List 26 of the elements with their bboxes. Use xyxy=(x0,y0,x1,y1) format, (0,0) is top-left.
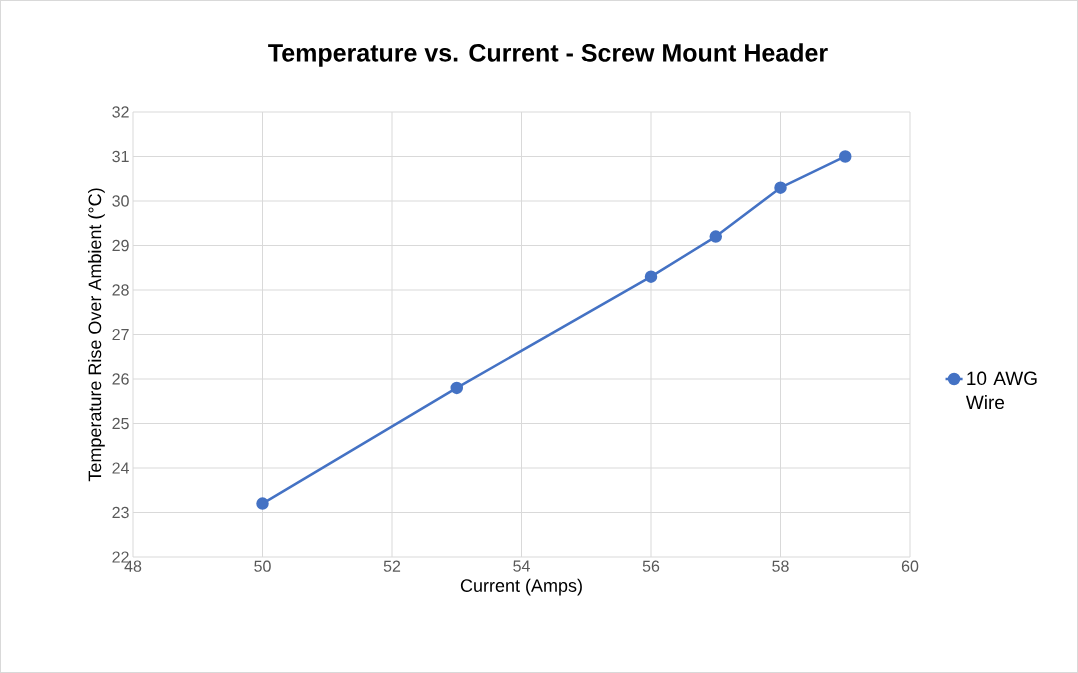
x-tick-label: 56 xyxy=(642,560,660,572)
legend-label: 10 AWG Wire xyxy=(965,371,1037,410)
x-tick-label: 52 xyxy=(383,560,401,572)
y-tick-label: 27 xyxy=(112,328,129,341)
point xyxy=(709,230,723,243)
point xyxy=(256,497,269,510)
y-tick-label: 26 xyxy=(112,373,129,385)
y-tick-label: 23 xyxy=(112,506,129,519)
y-tick-label: 30 xyxy=(112,195,129,207)
y-tick-label: 24 xyxy=(112,462,129,474)
point xyxy=(644,270,658,283)
point xyxy=(839,150,852,163)
x-tick-label: 60 xyxy=(901,560,919,572)
y-tick-label: 25 xyxy=(112,417,129,430)
point xyxy=(450,381,464,395)
y-tick-label: 28 xyxy=(112,284,129,296)
y-tick-label: 31 xyxy=(112,150,129,163)
x-tick-label: 54 xyxy=(513,560,530,572)
x-axis-title: Current (Amps) xyxy=(460,578,582,596)
y-tick-label: 32 xyxy=(112,106,129,118)
y-axis-title: Temperature Rise Over Ambient (°C) xyxy=(88,188,105,482)
chart-title: Temperature vs. Current - Screw Mount Header xyxy=(268,43,828,67)
x-tick-label: 58 xyxy=(772,560,789,572)
x-tick-label: 50 xyxy=(254,560,271,572)
point xyxy=(774,181,787,194)
y-tick-label: 29 xyxy=(112,239,129,252)
